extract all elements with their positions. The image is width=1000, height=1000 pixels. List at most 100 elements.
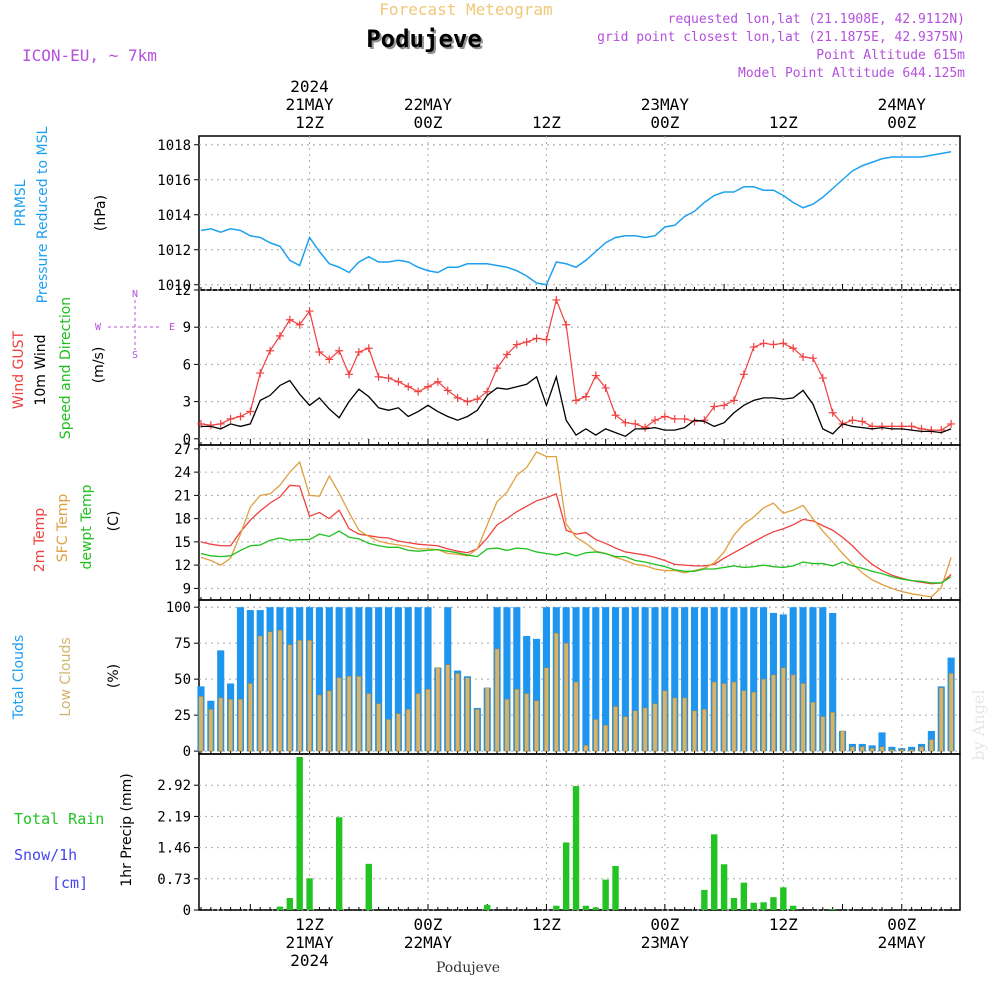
rain-bar <box>276 906 284 910</box>
low-cloud-bar <box>919 746 924 752</box>
total-cloud-bar <box>513 607 521 752</box>
gust-point <box>641 423 650 432</box>
low-cloud-bar <box>928 739 934 752</box>
y-tick-label: 0 <box>183 432 191 448</box>
y-tick-label: 0.73 <box>157 872 191 888</box>
gust-point <box>927 426 936 435</box>
bottom-time-label: 21MAY <box>285 933 334 952</box>
gust-point <box>562 320 571 329</box>
low-cloud-bar <box>909 749 915 752</box>
total-cloud-bar <box>651 607 659 752</box>
label-low-clouds: Low Clouds <box>58 637 74 716</box>
total-cloud-bar <box>671 607 679 752</box>
y-tick-label: 0 <box>183 744 191 760</box>
low-cloud-bar <box>672 697 678 752</box>
gust-point <box>325 355 334 364</box>
total-cloud-bar <box>414 607 422 752</box>
low-cloud-bar <box>257 635 263 752</box>
gust-point <box>196 419 205 428</box>
label-total-clouds: Total Clouds <box>11 635 27 720</box>
bottom-time-label: 23MAY <box>641 933 690 952</box>
label-10m-wind: 10m Wind <box>33 334 49 405</box>
bottom-time-label: 00Z <box>650 915 679 934</box>
low-cloud-bar <box>879 746 885 752</box>
gust-point <box>601 383 610 392</box>
low-cloud-bar <box>563 642 569 752</box>
gust-point <box>226 414 235 423</box>
label-ms: (m/s) <box>91 347 107 384</box>
rain-bar <box>306 878 313 910</box>
rain-bar <box>711 834 718 910</box>
model-altitude: Model Point Altitude 644.125m <box>738 66 965 81</box>
rain-bar <box>484 904 491 910</box>
low-cloud-bar <box>415 693 421 752</box>
low-cloud-bar <box>455 673 460 752</box>
y-tick-label: 27 <box>174 442 191 458</box>
panel-frame <box>198 135 961 291</box>
low-cloud-bar <box>721 683 727 752</box>
total-cloud-bar <box>740 607 748 752</box>
rain-bar <box>582 905 590 910</box>
rain-bar <box>780 887 787 910</box>
low-cloud-bar <box>810 701 816 752</box>
label-dewpt-temp: dewpt Temp <box>79 484 95 569</box>
location-title: Podujeve <box>366 25 482 53</box>
total-cloud-bar <box>325 607 333 752</box>
low-cloud-bar <box>662 690 668 752</box>
gust-point <box>729 396 738 405</box>
low-cloud-bar <box>761 678 766 752</box>
label-2m-temp: 2m Temp <box>32 508 48 572</box>
low-cloud-bar <box>465 677 470 752</box>
total-cloud-bar <box>908 746 916 752</box>
gust-point <box>414 387 423 396</box>
low-cloud-bar <box>603 724 609 752</box>
low-cloud-bar <box>376 703 382 752</box>
y-tick-label: 1016 <box>157 173 191 189</box>
total-cloud-bar <box>572 607 580 752</box>
gust-point <box>710 402 719 411</box>
gust-point <box>345 370 354 379</box>
y-tick-label: 15 <box>174 535 191 551</box>
gust-point <box>700 416 709 425</box>
low-cloud-bar <box>494 648 500 752</box>
gust-point <box>749 343 758 352</box>
y-tick-label: 1.46 <box>157 841 191 857</box>
gust-point <box>907 422 916 431</box>
y-tick-label: 12 <box>174 283 191 299</box>
gust-point <box>858 417 867 426</box>
low-cloud-bar <box>553 632 559 752</box>
gust-point <box>720 401 729 410</box>
panel-temperature: 9 12 15 18 21 24 27 <box>174 442 961 601</box>
gust-point <box>769 340 778 349</box>
rain-bar <box>335 817 343 910</box>
y-tick-label: 2.19 <box>157 809 191 825</box>
low-cloud-bar <box>445 664 451 752</box>
watermark: by Angel <box>969 689 988 760</box>
top-time-label: 12Z <box>532 113 561 132</box>
rain-bar <box>562 842 570 910</box>
y-tick-label: 3 <box>183 395 191 411</box>
gust-point <box>453 393 462 402</box>
top-time-label: 21MAY <box>285 95 334 114</box>
y-tick-label: 2.92 <box>157 778 191 794</box>
total-cloud-bar <box>720 607 728 752</box>
low-cloud-bar <box>593 719 599 752</box>
gust-point <box>364 344 373 353</box>
gust-point <box>739 370 748 379</box>
top-time-label: 12Z <box>295 113 324 132</box>
low-cloud-bar <box>247 683 253 752</box>
rain-bar <box>572 786 580 910</box>
low-cloud-bar <box>534 700 539 752</box>
total-cloud-bar <box>592 607 600 752</box>
y-tick-label: 24 <box>174 465 191 481</box>
gust-point <box>828 408 837 417</box>
gust-point <box>236 412 245 421</box>
total-cloud-bar <box>750 607 758 752</box>
compass-west: W <box>95 322 102 333</box>
low-cloud-bar <box>277 629 283 752</box>
compass-east: E <box>169 322 175 333</box>
gust-point <box>404 382 413 391</box>
total-cloud-bar <box>375 607 383 752</box>
total-cloud-bar <box>602 607 610 752</box>
gust-point <box>522 338 531 347</box>
